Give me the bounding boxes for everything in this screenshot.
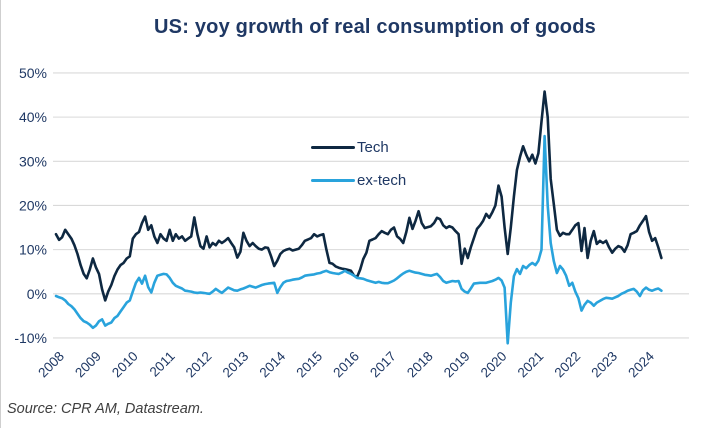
legend-swatch-ex-tech <box>311 179 355 182</box>
chart-title: US: yoy growth of real consumption of go… <box>154 16 596 38</box>
y-tick-label: 40% <box>19 109 47 125</box>
x-tick-label: 2017 <box>367 349 399 381</box>
x-tick-label: 2008 <box>35 349 67 381</box>
y-tick-label: 30% <box>19 153 47 169</box>
legend-label-ex-tech: ex-tech <box>357 172 407 189</box>
series-line-tech <box>54 90 663 302</box>
legend-swatch-tech <box>311 146 355 149</box>
source-note: Source: CPR AM, Datastream. <box>7 401 204 417</box>
legend-item-ex-tech: ex-tech <box>311 173 406 188</box>
x-tick-label: 2009 <box>72 349 104 381</box>
x-tick-label: 2024 <box>625 348 657 380</box>
legend-label-tech: Tech <box>357 139 389 156</box>
x-tick-label: 2010 <box>109 349 141 381</box>
x-tick-label: 2020 <box>478 349 510 381</box>
x-tick-label: 2012 <box>183 349 215 381</box>
series-line-ex-tech <box>54 134 663 345</box>
x-tick-label: 2021 <box>515 349 547 381</box>
y-tick-label: 50% <box>19 65 47 81</box>
y-tick-label: 20% <box>19 197 47 213</box>
legend-item-tech: Tech <box>311 140 389 155</box>
x-tick-label: 2022 <box>552 349 584 381</box>
x-tick-label: 2023 <box>588 349 620 381</box>
x-tick-label: 2016 <box>330 349 362 381</box>
x-tick-label: 2015 <box>293 349 325 381</box>
x-tick-label: 2011 <box>147 349 178 380</box>
x-tick-label: 2014 <box>257 348 289 380</box>
y-tick-label: 10% <box>19 242 47 258</box>
x-tick-label: 2013 <box>220 349 252 381</box>
x-tick-label: 2019 <box>441 349 473 381</box>
x-tick-label: 2018 <box>404 349 436 381</box>
y-tick-label: -10% <box>14 330 47 346</box>
y-tick-label: 0% <box>27 286 47 302</box>
